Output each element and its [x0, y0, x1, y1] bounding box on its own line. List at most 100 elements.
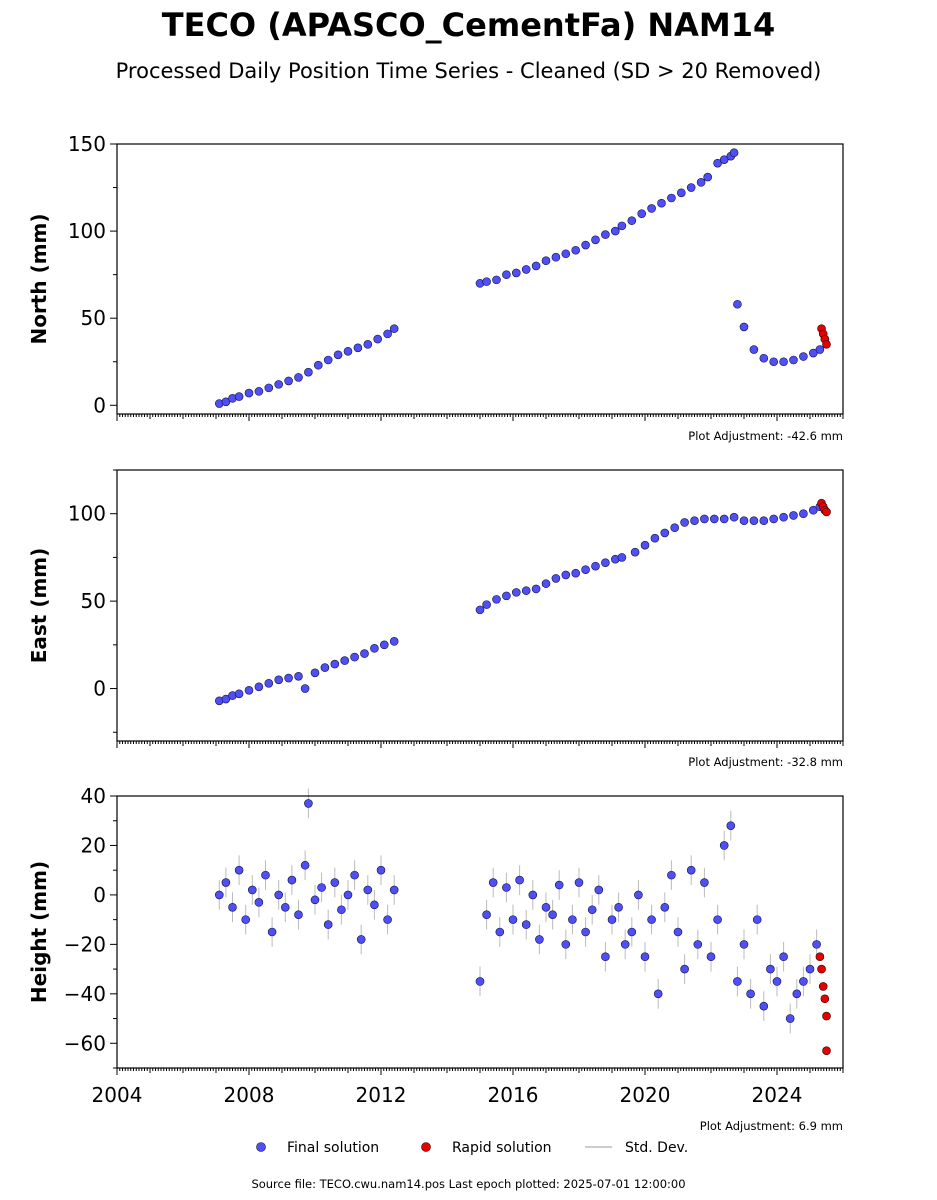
- final-point: [667, 193, 676, 203]
- rapid-point: [820, 994, 830, 1004]
- final-point: [561, 249, 571, 259]
- final-point: [482, 600, 491, 609]
- y-tick-label: 100: [68, 219, 106, 243]
- figure-title: TECO (APASCO_CementFa) NAM14: [162, 6, 776, 44]
- final-point: [254, 898, 264, 907]
- final-point: [617, 221, 627, 231]
- final-point: [739, 940, 749, 949]
- final-point: [637, 209, 647, 218]
- final-point: [383, 915, 392, 924]
- rapid-point: [822, 507, 831, 517]
- final-point: [667, 870, 676, 880]
- y-axis-label: East (mm): [27, 548, 51, 664]
- plot-adjustment-label: Plot Adjustment: 6.9 mm: [700, 1119, 843, 1133]
- final-point: [323, 355, 333, 365]
- final-point: [749, 516, 759, 526]
- final-point: [221, 878, 231, 887]
- plot-frame: [116, 143, 844, 415]
- legend-rapid-label: Rapid solution: [452, 1140, 552, 1156]
- final-point: [587, 905, 597, 915]
- final-point: [653, 989, 663, 999]
- final-point: [690, 516, 699, 526]
- final-point: [561, 940, 571, 949]
- final-point: [601, 230, 610, 239]
- final-point: [383, 329, 392, 339]
- final-point: [601, 952, 610, 962]
- final-point: [594, 885, 604, 895]
- plot-panels: 0 50 100 150 North (mm) Plot Adjustment: -42.…: [27, 132, 844, 1133]
- rapid-point: [818, 982, 828, 991]
- final-point: [581, 240, 590, 250]
- x-tick-label: 2012: [356, 1083, 407, 1107]
- final-point: [766, 964, 775, 974]
- final-point: [274, 675, 284, 685]
- final-point: [719, 155, 729, 164]
- y-tick-label: 0: [93, 677, 106, 701]
- final-point: [713, 158, 722, 168]
- final-point: [726, 821, 736, 830]
- final-point: [561, 570, 571, 580]
- final-point: [551, 252, 561, 262]
- final-point: [709, 514, 719, 524]
- final-point: [696, 178, 706, 187]
- y-tick-label: 0: [93, 393, 106, 417]
- final-point: [528, 890, 538, 900]
- final-point: [581, 927, 590, 937]
- final-point: [713, 915, 722, 924]
- final-point: [340, 656, 350, 665]
- final-point: [353, 343, 363, 353]
- y-axis-label: Height (mm): [27, 861, 51, 1003]
- final-point: [700, 878, 709, 887]
- final-point: [274, 890, 284, 900]
- final-point: [610, 226, 620, 236]
- final-point: [261, 870, 270, 880]
- final-point: [769, 514, 779, 524]
- final-point: [799, 509, 808, 519]
- final-point: [805, 964, 815, 974]
- final-point: [808, 505, 818, 515]
- final-point: [693, 940, 703, 949]
- final-point: [706, 952, 716, 962]
- final-point: [815, 345, 825, 354]
- rapid-point: [815, 952, 825, 962]
- final-point: [617, 553, 627, 562]
- final-point: [521, 265, 531, 274]
- final-point: [264, 383, 274, 393]
- final-point: [241, 915, 250, 924]
- final-point: [492, 595, 501, 604]
- final-point: [234, 865, 244, 875]
- final-point: [733, 977, 742, 986]
- final-point: [779, 512, 788, 522]
- final-point: [343, 890, 353, 900]
- final-point: [614, 902, 623, 912]
- final-point: [310, 895, 320, 905]
- final-point: [370, 900, 379, 910]
- final-point: [280, 902, 290, 912]
- final-point: [389, 324, 399, 333]
- y-tick-label: 50: [81, 589, 106, 613]
- final-point: [650, 533, 660, 543]
- final-point: [640, 952, 650, 962]
- y-tick-label: 40: [81, 784, 106, 808]
- final-point: [350, 870, 359, 880]
- final-point: [789, 355, 798, 365]
- final-point: [531, 261, 541, 271]
- final-point: [769, 357, 779, 367]
- final-point: [607, 915, 617, 924]
- final-point: [521, 586, 531, 595]
- final-point: [475, 977, 485, 986]
- final-point: [389, 885, 399, 895]
- final-point: [541, 256, 551, 266]
- final-point: [254, 387, 264, 396]
- final-point: [548, 910, 557, 919]
- final-point: [304, 367, 313, 377]
- legend: Final solution Rapid solution Std. Dev.: [256, 1140, 688, 1156]
- panel-1: 0 50 100 150 North (mm) Plot Adjustment: -42.…: [27, 132, 844, 443]
- y-tick-label: 20: [81, 833, 106, 857]
- final-point: [264, 679, 274, 688]
- final-point: [313, 360, 323, 370]
- final-point: [729, 512, 739, 522]
- plot-adjustment-label: Plot Adjustment: -42.6 mm: [688, 429, 843, 443]
- final-point: [373, 334, 383, 344]
- x-tick-label: 2008: [224, 1083, 275, 1107]
